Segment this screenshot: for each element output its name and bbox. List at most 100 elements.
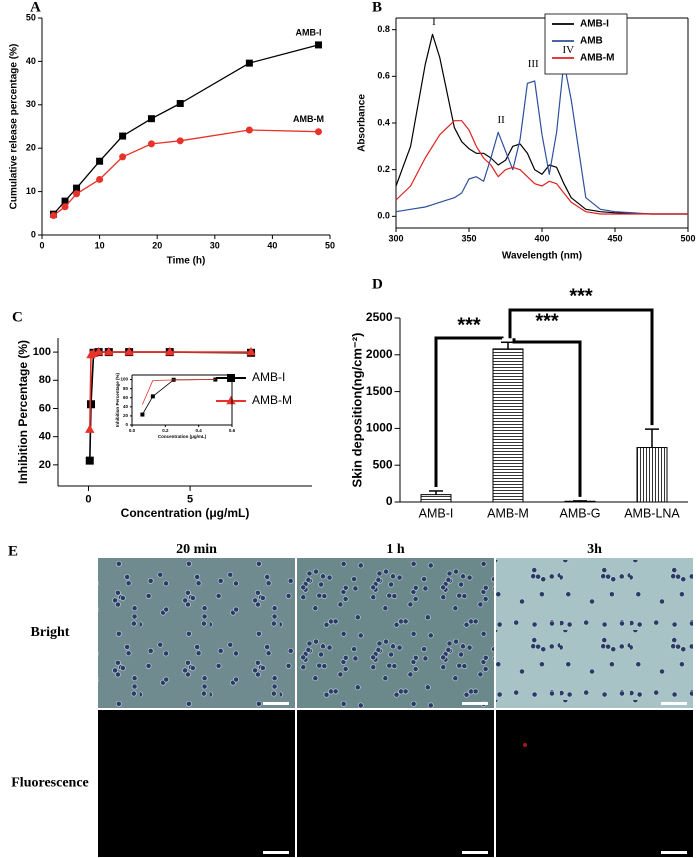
y-tick-label: 0 <box>125 422 128 427</box>
x-tick-label: 350 <box>461 234 476 244</box>
x-tick-label: 500 <box>680 234 695 244</box>
x-tick-label: 40 <box>267 241 277 251</box>
column-header: 1 h <box>386 542 405 557</box>
x-tick-label: 20 <box>152 241 162 251</box>
legend-label: AMB-M <box>580 53 614 64</box>
bar <box>492 348 524 503</box>
marker <box>314 41 322 49</box>
panel-letter: A <box>30 0 41 15</box>
peak-label: III <box>528 58 539 70</box>
scale-bar <box>263 702 289 705</box>
x-tick-label: 0 <box>85 494 91 506</box>
marker <box>50 211 58 219</box>
x-tick-label: AMB-I <box>419 506 454 520</box>
y-tick-label: 0.6 <box>377 71 390 81</box>
marker <box>176 99 184 107</box>
significance-bracket <box>508 308 654 426</box>
x-axis-label: Concentration (μg/mL) <box>158 434 207 439</box>
scale-bar <box>263 851 289 854</box>
peak-label: I <box>432 16 436 28</box>
significance-bracket <box>512 338 582 497</box>
y-tick-label: 2500 <box>366 310 393 324</box>
panel-letter: C <box>12 309 23 325</box>
x-axis-label: Concentration (μg/mL) <box>121 506 250 520</box>
y-tick-label: 50 <box>26 12 36 22</box>
scale-bar <box>661 851 687 854</box>
y-tick-label: 40 <box>39 431 51 443</box>
x-tick-label: 0.6 <box>229 428 236 433</box>
marker <box>73 190 81 198</box>
fluorescence-image <box>98 710 295 857</box>
y-tick-label: 0.4 <box>377 117 390 127</box>
marker <box>124 346 134 356</box>
y-tick-label: 80 <box>39 374 51 386</box>
y-tick-label: 80 <box>123 386 129 391</box>
marker <box>176 137 184 145</box>
peak-label: II <box>497 114 505 126</box>
y-tick-label: 40 <box>123 404 129 409</box>
bright-field-image <box>98 558 295 708</box>
y-tick-label: 500 <box>373 457 393 471</box>
scale-bar <box>661 702 687 705</box>
marker <box>165 346 175 356</box>
x-axis-label: Wavelength (nm) <box>502 251 582 262</box>
fluorescence-image <box>297 710 494 857</box>
legend-label: AMB <box>580 36 603 47</box>
bar <box>420 494 452 503</box>
series-line <box>53 129 319 217</box>
legend-label: AMB-I <box>580 19 609 30</box>
series-line <box>89 351 251 430</box>
x-tick-label: 450 <box>607 234 622 244</box>
panel-letter: D <box>372 276 383 292</box>
x-tick-label: 5 <box>187 494 193 506</box>
series-label: AMB-I <box>295 27 321 37</box>
marker <box>245 59 253 67</box>
fluorescence-image <box>496 710 693 857</box>
row-label: Bright <box>31 625 70 640</box>
significance-label: *** <box>569 285 593 307</box>
y-axis-label: Skin deposition(ng/cm⁻²) <box>349 333 364 488</box>
y-axis-label: Cumulative release percentage (%) <box>9 44 20 210</box>
x-tick-label: 0.2 <box>162 428 169 433</box>
significance-bracket <box>434 336 504 487</box>
marker <box>61 203 69 211</box>
series-line <box>89 351 252 461</box>
y-tick-label: 20 <box>123 413 129 418</box>
x-tick-label: 0 <box>39 241 44 251</box>
peak-label: IV <box>562 44 574 56</box>
marker <box>226 395 236 405</box>
marker <box>73 184 81 192</box>
marker <box>119 153 127 161</box>
x-tick-label: 30 <box>210 241 220 251</box>
marker <box>85 424 95 433</box>
y-tick-label: 30 <box>26 99 36 109</box>
series-line <box>395 61 688 215</box>
series-line <box>395 120 688 215</box>
bright-field-image <box>496 558 693 708</box>
marker <box>314 128 322 136</box>
y-tick-label: 0.8 <box>377 24 390 34</box>
marker <box>104 346 114 356</box>
legend-label: AMB-M <box>252 393 292 407</box>
fluorescence-spot <box>523 743 527 747</box>
marker <box>96 175 104 183</box>
y-tick-label: 1500 <box>366 384 393 398</box>
y-tick-label: 0 <box>31 229 36 239</box>
x-tick-label: 0.0 <box>129 428 136 433</box>
y-tick-label: 0 <box>386 494 393 508</box>
column-header: 3h <box>587 542 602 557</box>
x-tick-label: 50 <box>325 241 335 251</box>
column-header: 20 min <box>176 542 217 557</box>
bar <box>636 447 668 503</box>
scale-bar <box>462 851 488 854</box>
significance-label: *** <box>535 310 559 332</box>
series-line <box>395 33 688 215</box>
legend-label: AMB-I <box>252 370 285 384</box>
marker <box>147 115 155 123</box>
y-tick-label: 0.0 <box>377 211 390 221</box>
scale-bar <box>462 702 488 705</box>
y-tick-label: 100 <box>33 346 51 358</box>
bright-field-image <box>297 558 494 708</box>
y-tick-label: 1000 <box>366 421 393 435</box>
x-tick-label: AMB-M <box>487 506 529 520</box>
